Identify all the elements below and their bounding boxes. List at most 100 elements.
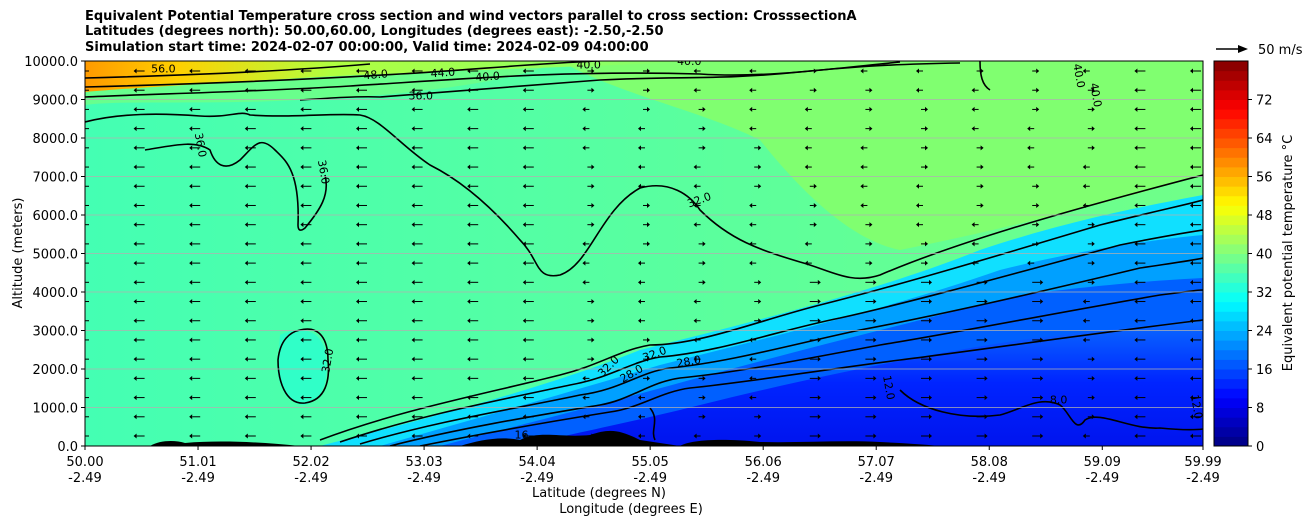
wind-vector-head: [984, 395, 988, 401]
wind-vector-head: [189, 299, 193, 305]
wind-vector-head: [522, 395, 526, 401]
wind-vector-head: [1091, 126, 1095, 132]
wind-vector-head: [189, 87, 193, 93]
wind-vector-head: [647, 68, 650, 74]
wind-vector-head: [817, 337, 821, 343]
colorbar-segment: [1214, 138, 1248, 149]
colorbar-segment: [1214, 436, 1248, 447]
wind-vector-head: [356, 356, 359, 362]
wind-vector-head: [189, 279, 193, 285]
colorbar-segment: [1214, 147, 1248, 158]
wind-vector-head: [411, 318, 415, 324]
wind-vector-head: [813, 222, 817, 228]
wind-vector-head: [1190, 126, 1193, 132]
wind-vector-head: [356, 279, 359, 285]
y-tick-label: 6000.0: [33, 209, 79, 224]
wind-vector-head: [1082, 299, 1086, 305]
wind-vector-head: [467, 202, 471, 208]
wind-vector-head: [1036, 202, 1040, 208]
wind-vector-head: [522, 356, 526, 362]
wind-vector-head: [1190, 299, 1193, 305]
wind-vector-head: [591, 299, 595, 305]
wind-vector-head: [980, 145, 984, 151]
wind-vector-head: [300, 145, 304, 151]
x-tick-label-lat: 51.01: [179, 455, 216, 470]
colorbar-segment: [1214, 311, 1248, 322]
wind-vector-head: [813, 202, 817, 208]
wind-vector-head: [873, 395, 877, 401]
field-upper-green-region: [560, 61, 1203, 250]
colorbar-segment: [1214, 378, 1248, 389]
wind-vector-head: [873, 356, 877, 362]
wind-vector-head: [467, 222, 471, 228]
x-tick-label-lon: -2.49: [972, 471, 1006, 486]
wind-vector-head: [804, 164, 808, 170]
contour-label: 32.0: [319, 347, 336, 373]
wind-vector-head: [356, 260, 359, 266]
wind-vector-head: [860, 202, 864, 208]
quiver-key-arrowhead: [1238, 45, 1248, 53]
x-tick-label-lat: 54.04: [519, 455, 556, 470]
wind-vector-head: [1134, 356, 1138, 362]
wind-vector-head: [925, 164, 928, 170]
wind-vector-head: [78, 203, 81, 208]
wind-vector-head: [522, 299, 526, 305]
wind-vector-head: [873, 337, 877, 343]
wind-vector-head: [1190, 202, 1193, 208]
chart-title-line-3: Simulation start time: 2024-02-07 00:00:…: [85, 40, 649, 55]
colorbar-segment: [1214, 109, 1248, 120]
wind-vector-head: [1091, 260, 1095, 266]
wind-vector-head: [980, 164, 984, 170]
wind-vector-head: [702, 126, 706, 132]
wind-vector-head: [189, 375, 193, 381]
y-tick-label: 4000.0: [33, 286, 79, 301]
x-tick-label-lat: 59.99: [1184, 455, 1221, 470]
contour-line: [649, 389, 1203, 441]
wind-vector-head: [522, 433, 526, 439]
wind-vector-head: [1190, 222, 1193, 228]
colorbar-tick-label: 48: [1256, 209, 1273, 224]
contour-label: 12.0: [880, 374, 897, 400]
wind-vector-head: [916, 202, 919, 208]
x-tick-label-lon: -2.49: [294, 471, 328, 486]
wind-vector-head: [411, 68, 415, 74]
wind-vector-head: [582, 375, 586, 381]
wind-vector-head: [591, 87, 595, 93]
wind-vector-head: [749, 375, 753, 381]
wind-vector-head: [300, 87, 304, 93]
wind-vector-head: [1190, 395, 1193, 401]
wind-vector-head: [873, 299, 877, 305]
wind-vector-head: [869, 87, 873, 93]
wind-vector-head: [817, 395, 821, 401]
wind-vector-head: [749, 241, 753, 247]
wind-vector-head: [411, 106, 415, 112]
wind-vector-head: [873, 318, 877, 324]
wind-vector-head: [693, 356, 697, 362]
field-warm-cell: [277, 330, 327, 405]
wind-vector-head: [411, 395, 415, 401]
wind-vector-head: [916, 68, 919, 74]
wind-vector-head: [356, 202, 359, 208]
colorbar-segment: [1214, 263, 1248, 274]
wind-vector-head: [702, 106, 706, 112]
wind-vector-head: [916, 183, 919, 189]
wind-vector-head: [1040, 318, 1044, 324]
x-tick-label-lat: 57.07: [858, 455, 895, 470]
wind-vector-head: [189, 126, 193, 132]
wind-vector-head: [133, 375, 137, 381]
y-tick-label: 0.0: [57, 440, 78, 455]
contour-line: [319, 199, 1203, 441]
wind-vector-head: [693, 202, 697, 208]
x-tick-label-lon: -2.49: [68, 471, 102, 486]
colorbar-tick-label: 56: [1256, 171, 1273, 186]
wind-vector-head: [244, 87, 248, 93]
wind-vector-head: [1190, 260, 1193, 266]
wind-vector-head: [758, 145, 762, 151]
wind-vector-head: [133, 145, 137, 151]
wind-vector-head: [925, 260, 928, 266]
x-tick-label-lon: -2.49: [746, 471, 780, 486]
colorbar-segment: [1214, 292, 1248, 303]
wind-vector-head: [758, 183, 762, 189]
wind-vector-head: [1190, 164, 1193, 170]
wind-vector-head: [189, 241, 193, 247]
